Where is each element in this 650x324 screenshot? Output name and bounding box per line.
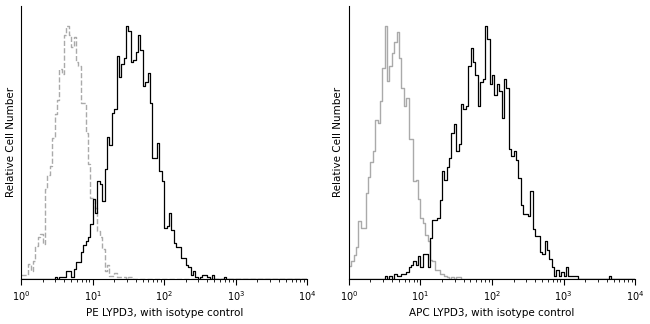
X-axis label: PE LYPD3, with isotype control: PE LYPD3, with isotype control [86, 308, 243, 318]
Y-axis label: Relative Cell Number: Relative Cell Number [333, 87, 343, 197]
Y-axis label: Relative Cell Number: Relative Cell Number [6, 87, 16, 197]
X-axis label: APC LYPD3, with isotype control: APC LYPD3, with isotype control [410, 308, 575, 318]
